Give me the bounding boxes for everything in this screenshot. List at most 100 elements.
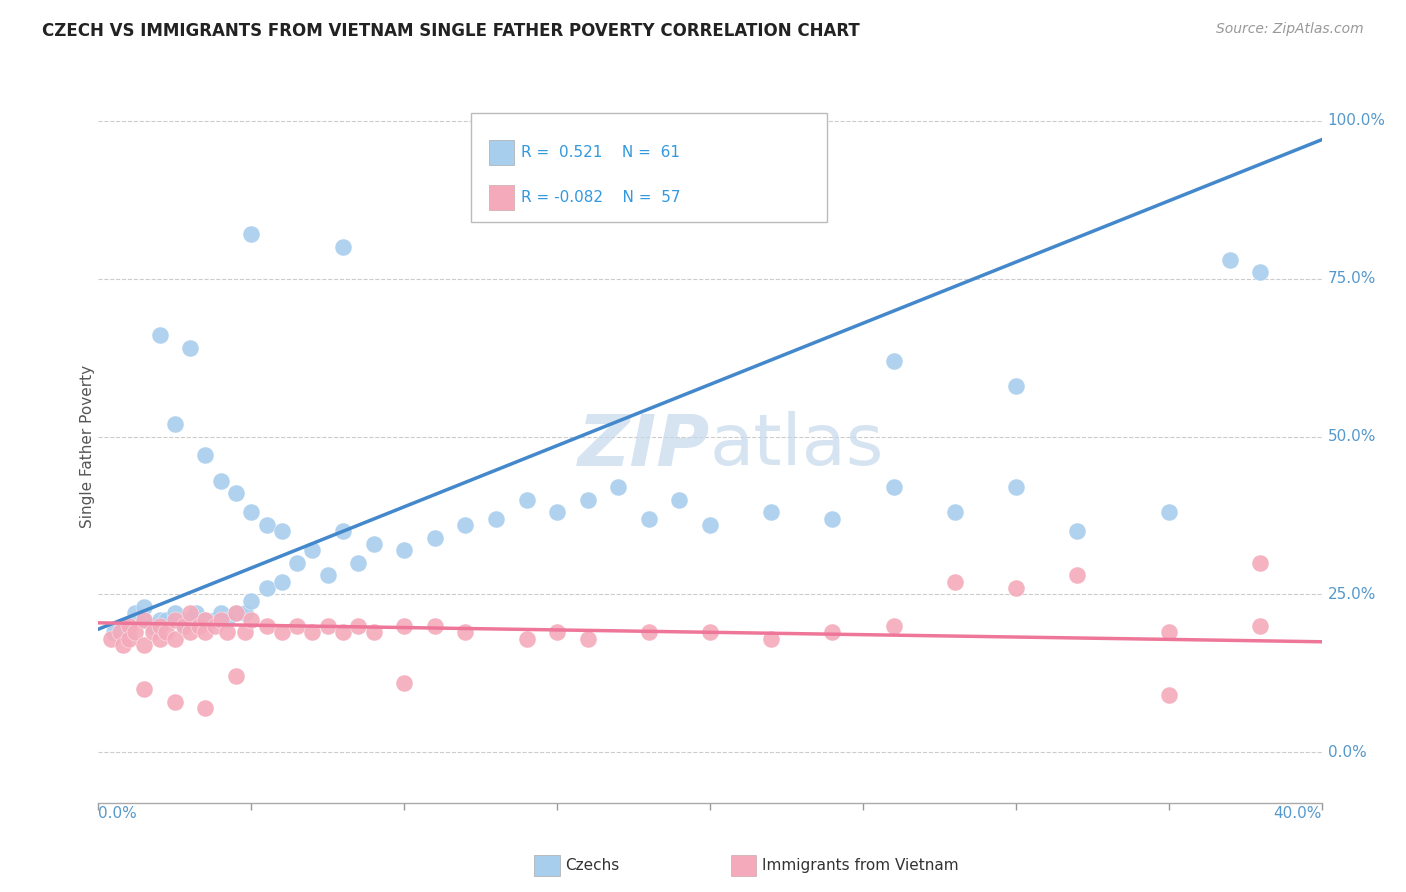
- Point: [118, 619, 141, 633]
- Point: [134, 638, 156, 652]
- Point: [194, 449, 217, 463]
- Point: [1066, 524, 1088, 539]
- Point: [1157, 625, 1180, 640]
- Point: [1249, 265, 1271, 279]
- Text: 50.0%: 50.0%: [1327, 429, 1376, 444]
- Point: [285, 619, 308, 633]
- Point: [163, 695, 186, 709]
- Point: [186, 607, 208, 621]
- Point: [347, 556, 370, 570]
- Point: [204, 613, 226, 627]
- Text: ZIP: ZIP: [578, 411, 710, 481]
- Point: [423, 531, 446, 545]
- Point: [100, 632, 122, 646]
- Point: [270, 524, 292, 539]
- Point: [225, 669, 247, 683]
- Point: [134, 682, 156, 697]
- Point: [124, 607, 146, 621]
- Point: [209, 613, 232, 627]
- Point: [179, 607, 201, 621]
- Point: [1157, 505, 1180, 519]
- Point: [134, 613, 156, 627]
- Point: [285, 556, 308, 570]
- Point: [546, 625, 568, 640]
- Point: [316, 568, 339, 582]
- Point: [134, 613, 156, 627]
- Point: [118, 625, 141, 640]
- Text: 40.0%: 40.0%: [1274, 806, 1322, 821]
- Point: [1004, 581, 1026, 595]
- Point: [423, 619, 446, 633]
- Point: [194, 701, 217, 715]
- Point: [179, 341, 201, 355]
- Point: [316, 619, 339, 633]
- Point: [225, 607, 247, 621]
- Point: [256, 619, 278, 633]
- Text: Source: ZipAtlas.com: Source: ZipAtlas.com: [1216, 22, 1364, 37]
- Point: [454, 625, 477, 640]
- Point: [637, 625, 661, 640]
- Point: [209, 607, 232, 621]
- Point: [759, 632, 782, 646]
- Point: [1249, 556, 1271, 570]
- Point: [347, 619, 370, 633]
- Point: [759, 505, 782, 519]
- Text: R =  0.521    N =  61: R = 0.521 N = 61: [522, 145, 681, 161]
- Point: [240, 227, 263, 242]
- Point: [215, 613, 238, 627]
- Point: [209, 474, 232, 488]
- Point: [155, 625, 177, 640]
- Text: 75.0%: 75.0%: [1327, 271, 1376, 286]
- Text: R = -0.082    N =  57: R = -0.082 N = 57: [522, 190, 681, 205]
- Point: [233, 625, 256, 640]
- Point: [256, 517, 278, 532]
- Point: [111, 619, 134, 633]
- Point: [225, 486, 247, 500]
- Point: [194, 625, 217, 640]
- Point: [173, 619, 195, 633]
- Point: [240, 613, 263, 627]
- Point: [142, 625, 165, 640]
- Point: [943, 505, 966, 519]
- Point: [392, 543, 416, 558]
- Point: [1249, 619, 1271, 633]
- Point: [256, 581, 278, 595]
- Point: [883, 353, 905, 368]
- Point: [240, 505, 263, 519]
- Point: [194, 613, 217, 627]
- Point: [124, 625, 146, 640]
- Point: [215, 625, 238, 640]
- Point: [607, 480, 630, 494]
- Point: [363, 537, 385, 551]
- Point: [163, 613, 186, 627]
- Point: [149, 632, 172, 646]
- Point: [516, 632, 538, 646]
- Text: 0.0%: 0.0%: [98, 806, 138, 821]
- Point: [155, 613, 177, 627]
- Point: [134, 600, 156, 615]
- Point: [546, 505, 568, 519]
- Point: [821, 511, 844, 525]
- Point: [943, 574, 966, 589]
- Point: [668, 492, 690, 507]
- Point: [516, 492, 538, 507]
- Point: [392, 675, 416, 690]
- Point: [225, 607, 247, 621]
- Point: [821, 625, 844, 640]
- Point: [699, 517, 721, 532]
- Point: [576, 492, 599, 507]
- Point: [103, 625, 125, 640]
- Point: [270, 625, 292, 640]
- Point: [240, 593, 263, 607]
- Point: [332, 524, 354, 539]
- Y-axis label: Single Father Poverty: Single Father Poverty: [80, 365, 94, 527]
- Point: [118, 632, 141, 646]
- Text: Czechs: Czechs: [565, 858, 620, 872]
- Point: [149, 328, 172, 343]
- Text: atlas: atlas: [710, 411, 884, 481]
- Point: [883, 619, 905, 633]
- Point: [1004, 480, 1026, 494]
- Point: [149, 619, 172, 633]
- Point: [1157, 689, 1180, 703]
- Point: [485, 511, 508, 525]
